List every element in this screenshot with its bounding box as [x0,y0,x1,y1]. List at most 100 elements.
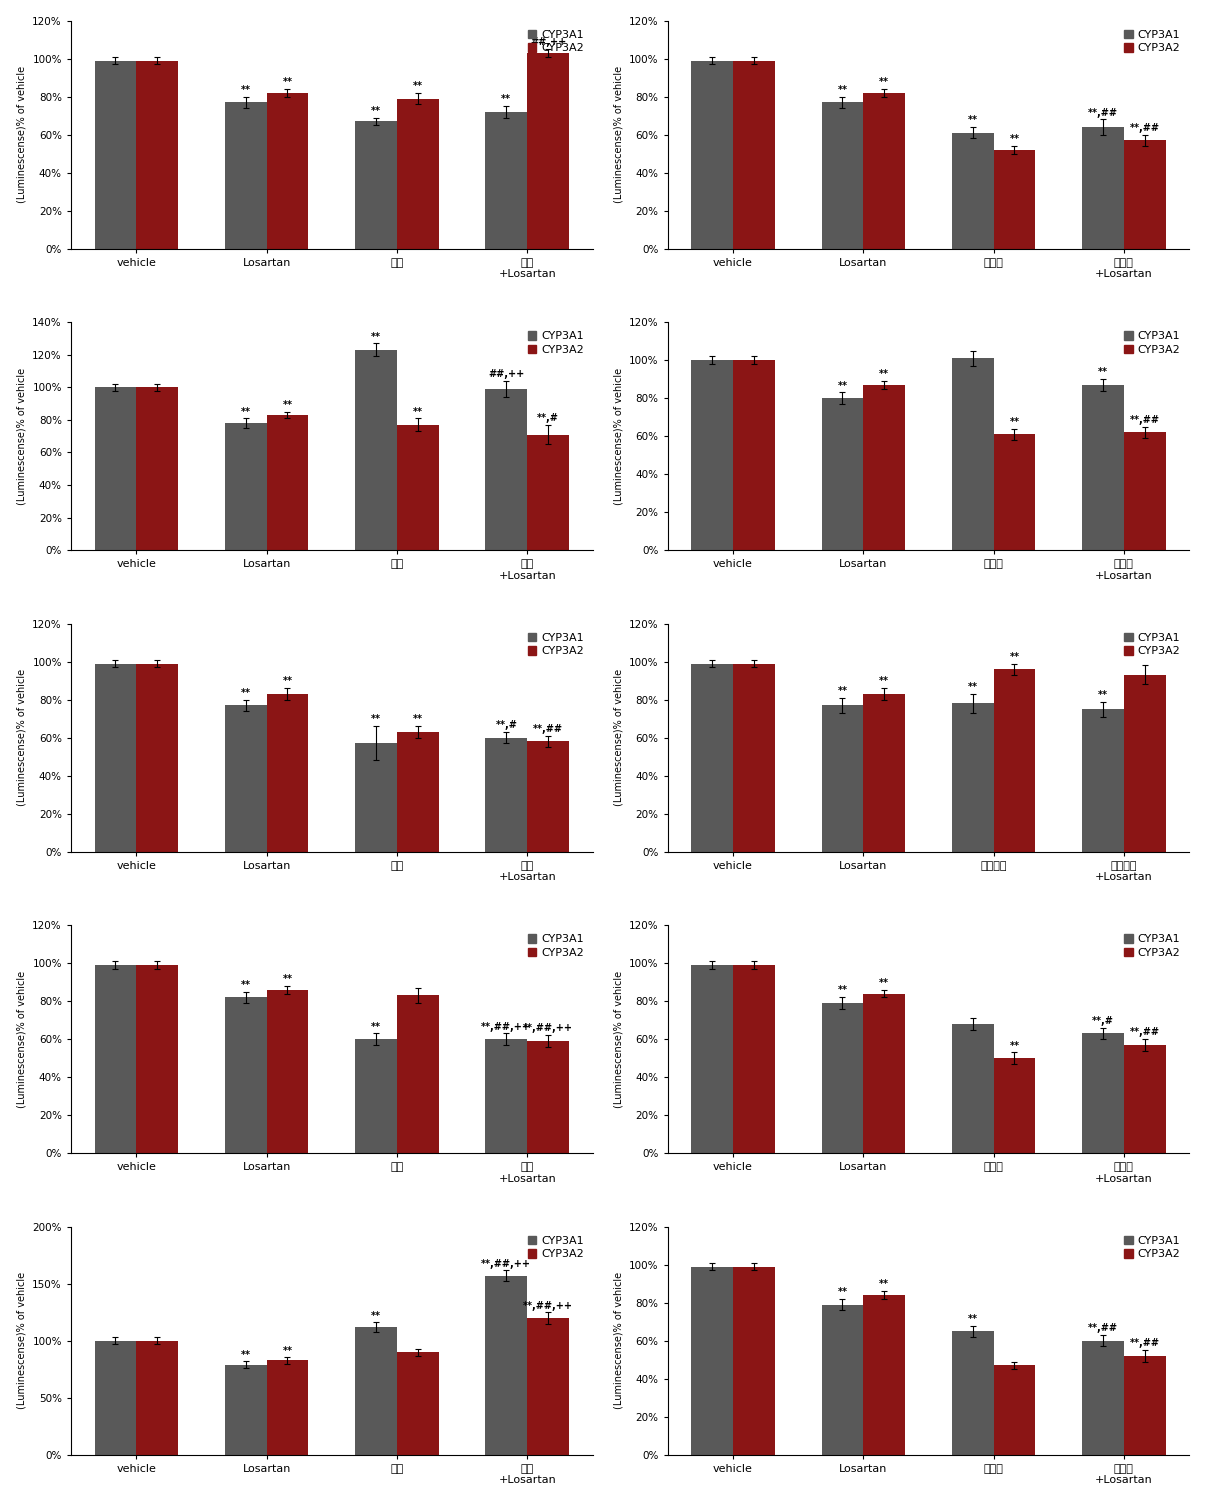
Bar [224,424,267,550]
Bar [136,388,178,550]
Bar [1124,433,1166,550]
Bar [952,132,994,249]
Text: **: ** [371,1311,381,1322]
Bar [486,737,527,852]
Bar [356,1039,397,1154]
Text: **: ** [1009,416,1019,427]
Text: **: ** [241,688,251,698]
Text: **: ** [837,686,848,695]
Text: **: ** [879,1280,889,1289]
Text: **,##: **,## [1130,1027,1160,1038]
Y-axis label: (Luminescense)% of vehicle: (Luminescense)% of vehicle [17,368,27,505]
Text: **: ** [1009,134,1019,144]
Bar [527,434,569,550]
Bar [136,1341,178,1455]
Bar [821,1305,863,1455]
Bar [224,997,267,1154]
Bar [691,1266,733,1455]
Bar [267,694,309,852]
Y-axis label: (Luminescense)% of vehicle: (Luminescense)% of vehicle [614,970,624,1108]
Bar [821,102,863,249]
Text: **: ** [371,105,381,116]
Text: **,#: **,# [537,413,558,424]
Text: **: ** [967,682,978,692]
Bar [356,743,397,852]
Text: **,##: **,## [533,724,563,734]
Text: **: ** [282,400,292,410]
Text: **: ** [837,1287,848,1298]
Bar [224,1365,267,1455]
Text: **: ** [967,116,978,125]
Text: **: ** [282,676,292,686]
Bar [821,1003,863,1154]
Text: **: ** [967,1314,978,1323]
Legend: CYP3A1, CYP3A2: CYP3A1, CYP3A2 [1122,327,1184,357]
Text: **,##: **,## [1130,123,1160,132]
Bar [994,150,1035,249]
Bar [136,60,178,249]
Text: **,##: **,## [1130,415,1160,425]
Text: **: ** [412,81,423,92]
Bar [1124,1045,1166,1154]
Legend: CYP3A1, CYP3A2: CYP3A1, CYP3A2 [1122,629,1184,659]
Y-axis label: (Luminescense)% of vehicle: (Luminescense)% of vehicle [17,668,27,807]
Bar [733,360,774,550]
Bar [94,1341,136,1455]
Bar [1082,709,1124,852]
Text: **: ** [502,95,511,104]
Bar [224,706,267,852]
Y-axis label: (Luminescense)% of vehicle: (Luminescense)% of vehicle [17,970,27,1108]
Legend: CYP3A1, CYP3A2: CYP3A1, CYP3A2 [525,26,587,57]
Y-axis label: (Luminescense)% of vehicle: (Luminescense)% of vehicle [614,368,624,505]
Bar [691,360,733,550]
Text: **: ** [241,407,251,416]
Text: **: ** [1099,689,1108,700]
Text: ##,++: ##,++ [488,369,525,379]
Bar [397,1352,439,1455]
Bar [994,670,1035,852]
Text: **: ** [371,332,381,342]
Text: **,##,++: **,##,++ [481,1259,532,1269]
Y-axis label: (Luminescense)% of vehicle: (Luminescense)% of vehicle [17,66,27,203]
Bar [1082,1341,1124,1455]
Text: **: ** [837,985,848,996]
Bar [527,742,569,852]
Bar [691,966,733,1154]
Bar [863,994,904,1154]
Text: **: ** [412,407,423,416]
Bar [94,60,136,249]
Text: **: ** [282,975,292,984]
Text: **: ** [879,369,889,379]
Bar [486,389,527,550]
Bar [1082,128,1124,249]
Bar [1124,1356,1166,1455]
Bar [952,359,994,550]
Legend: CYP3A1, CYP3A2: CYP3A1, CYP3A2 [1122,26,1184,57]
Y-axis label: (Luminescense)% of vehicle: (Luminescense)% of vehicle [17,1272,27,1409]
Bar [1082,385,1124,550]
Bar [863,93,904,249]
Text: **: ** [241,1350,251,1361]
Legend: CYP3A1, CYP3A2: CYP3A1, CYP3A2 [525,327,587,357]
Bar [527,53,569,249]
Text: **: ** [879,676,889,686]
Y-axis label: (Luminescense)% of vehicle: (Luminescense)% of vehicle [614,668,624,807]
Bar [267,990,309,1154]
Text: **,##: **,## [1088,108,1118,117]
Text: **: ** [1009,652,1019,662]
Bar [94,664,136,852]
Text: **: ** [1009,1041,1019,1050]
Bar [267,415,309,550]
Text: **: ** [412,715,423,724]
Text: **,##,++: **,##,++ [523,1301,573,1311]
Bar [267,93,309,249]
Bar [136,966,178,1154]
Legend: CYP3A1, CYP3A2: CYP3A1, CYP3A2 [525,629,587,659]
Bar [994,434,1035,550]
Bar [397,425,439,550]
Bar [952,703,994,852]
Text: ##,++: ##,++ [529,38,566,47]
Bar [527,1041,569,1154]
Text: **,##,++: **,##,++ [523,1023,573,1033]
Bar [733,1266,774,1455]
